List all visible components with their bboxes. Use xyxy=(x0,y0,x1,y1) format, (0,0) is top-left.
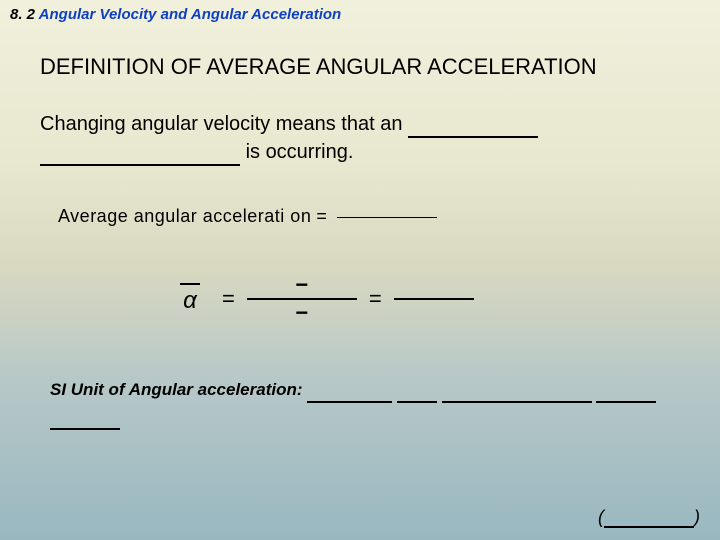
paren-left: ( xyxy=(598,507,604,527)
fill-blank-1 xyxy=(408,136,538,138)
description-part2: is occurring. xyxy=(246,141,354,163)
paren-blank xyxy=(604,526,694,528)
section-title: Angular Velocity and Angular Acceleratio… xyxy=(39,6,342,23)
si-blank-2 xyxy=(397,401,437,403)
alpha-bar-symbol: α xyxy=(180,283,200,315)
minus-sign-2: − xyxy=(295,300,308,326)
section-number: 8. 2 xyxy=(10,6,35,23)
fraction-line-placeholder xyxy=(337,217,437,218)
equation-definition: Average angular accelerati on = xyxy=(40,206,680,227)
equals-sign: = xyxy=(316,206,327,226)
alpha-symbol: α xyxy=(183,287,197,315)
fraction-1-numerator: − xyxy=(255,272,348,298)
fraction-2 xyxy=(394,276,474,322)
fraction-1: − − xyxy=(247,272,357,326)
equals-1: = xyxy=(222,286,235,312)
paren-right: ) xyxy=(694,507,700,527)
si-unit-line: SI Unit of Angular acceleration: xyxy=(40,376,680,430)
equals-2: = xyxy=(369,286,382,312)
si-blank-5 xyxy=(50,428,120,430)
fraction-1-denominator: − xyxy=(255,300,348,326)
description-text: Changing angular velocity means that an … xyxy=(40,110,680,166)
fraction-2-numerator xyxy=(424,276,444,298)
slide-header: 8. 2 Angular Velocity and Angular Accele… xyxy=(0,0,720,29)
formula: α = − − = xyxy=(40,272,680,326)
slide-content: DEFINITION OF AVERAGE ANGULAR ACCELERATI… xyxy=(0,29,720,430)
overbar xyxy=(180,283,200,285)
definition-title: DEFINITION OF AVERAGE ANGULAR ACCELERATI… xyxy=(40,54,680,80)
minus-sign-1: − xyxy=(295,272,308,298)
fraction-2-denominator xyxy=(424,300,444,322)
si-blank-4 xyxy=(596,401,656,403)
description-part1: Changing angular velocity means that an xyxy=(40,113,402,135)
equation-label: Average angular accelerati on xyxy=(58,206,311,226)
si-unit-label: SI Unit of Angular acceleration: xyxy=(50,380,303,399)
unit-parenthetical: () xyxy=(598,507,700,528)
fill-blank-2 xyxy=(40,164,240,166)
si-blank-1 xyxy=(307,401,392,403)
si-blank-3 xyxy=(442,401,592,403)
